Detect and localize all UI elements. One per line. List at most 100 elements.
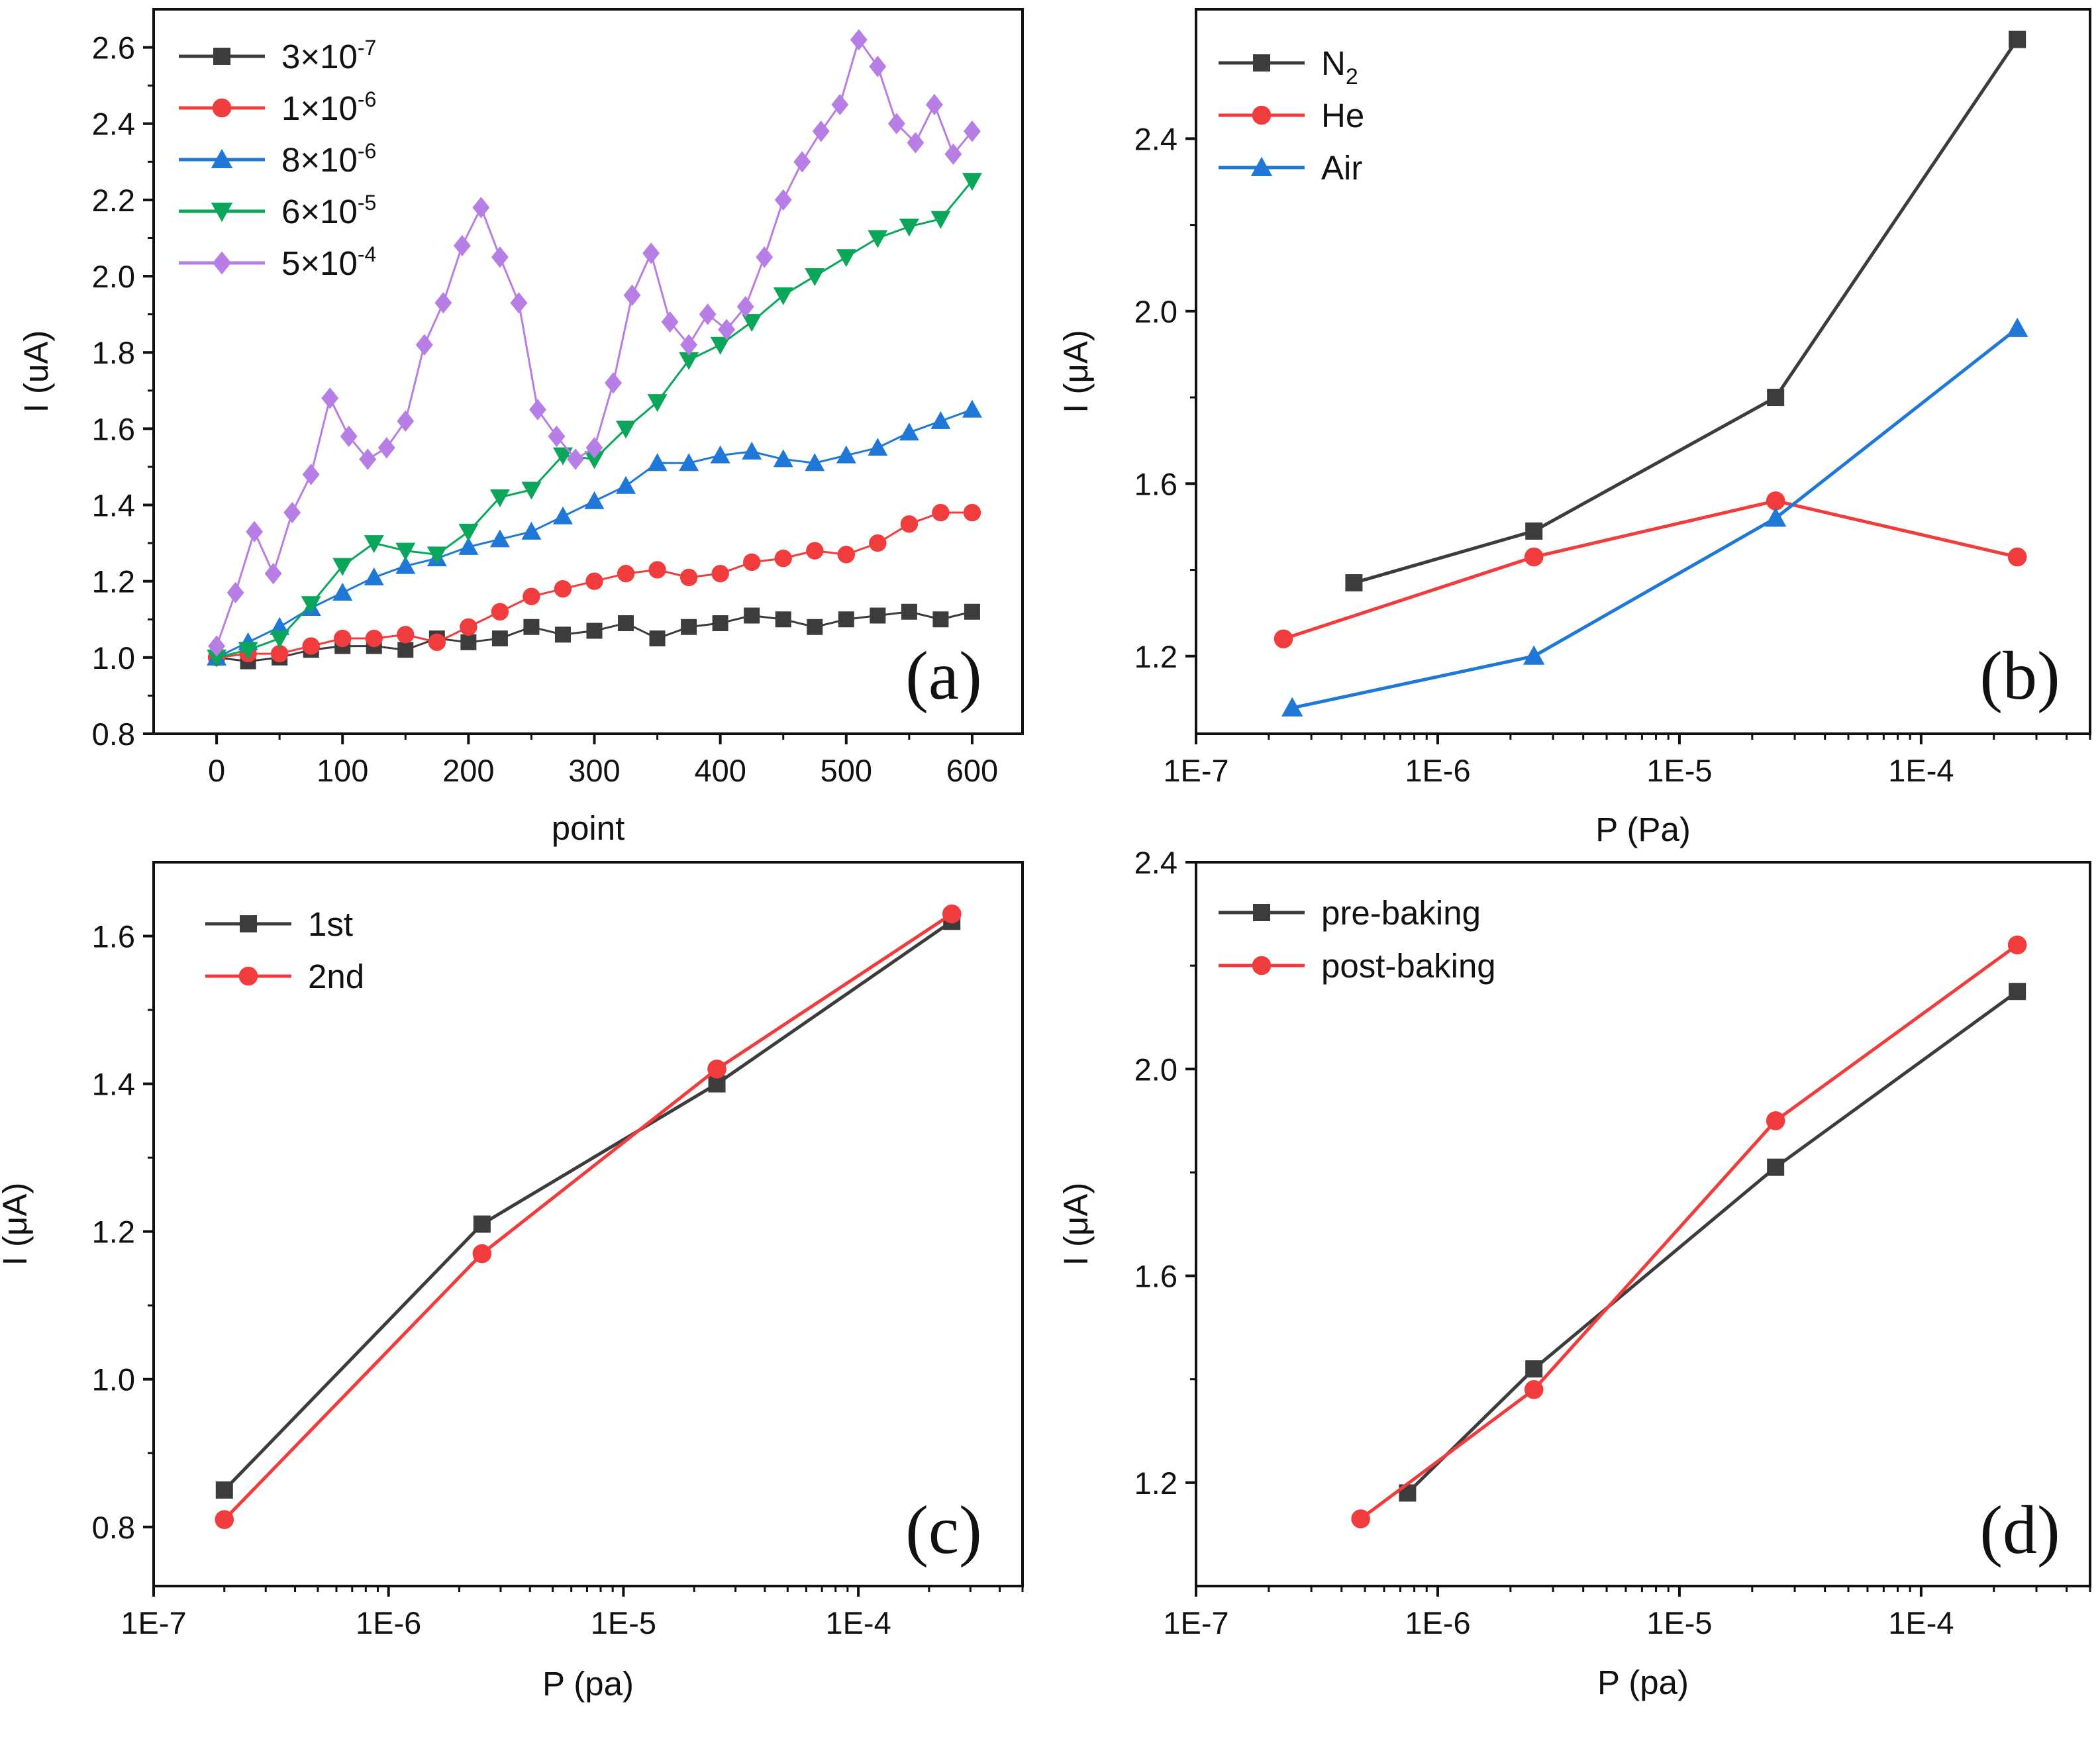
y-tick-label: 2.4 <box>92 107 135 142</box>
legend-marker <box>1250 156 1273 176</box>
legend-marker <box>1253 54 1270 72</box>
y-tick-label: 1.2 <box>92 564 135 599</box>
x-tick-label: 300 <box>568 753 620 788</box>
chart-c: 1E-7 1E-6 1E-5 1E-4 0.8 1.0 1.2 1.4 1.6 P (pa) I (… <box>0 861 1024 1703</box>
legend-entry: 6×10-5 <box>179 191 376 230</box>
data-point <box>1523 645 1545 665</box>
data-point <box>870 607 886 624</box>
data-point <box>680 334 698 356</box>
data-point <box>617 564 635 583</box>
legend-entry: 3×10-7 <box>179 36 376 75</box>
data-point <box>521 521 542 540</box>
data-point <box>773 287 793 305</box>
data-point <box>868 438 888 456</box>
series-5-10-4 <box>208 28 981 657</box>
data-point <box>774 549 792 568</box>
legend-marker <box>212 98 232 118</box>
data-point <box>489 489 510 508</box>
legend-entry: 5×10-4 <box>179 242 376 282</box>
chart-d: 1E-7 1E-6 1E-5 1E-4 1.2 1.6 2.0 2.4 P (pa) I (μA)… <box>1057 845 2091 1701</box>
legend-label: N2 <box>1321 44 1358 89</box>
y-tick-label: 1.4 <box>92 488 135 523</box>
data-point <box>869 56 887 77</box>
data-point <box>528 399 546 421</box>
plot-frame-a <box>152 8 1024 735</box>
x-tick-label: 1E-5 <box>1646 753 1712 788</box>
data-point <box>458 536 479 555</box>
data-point <box>238 642 258 660</box>
data-point <box>567 448 584 470</box>
y-tick-label: 2.6 <box>92 30 135 66</box>
data-point <box>460 618 477 636</box>
data-point <box>552 506 573 524</box>
y-axis-title: I (μA) <box>0 1183 34 1266</box>
series-3-10-7 <box>209 603 980 670</box>
data-point <box>584 451 605 470</box>
data-point <box>246 521 264 543</box>
legend-label: He <box>1321 97 1364 134</box>
data-point <box>491 603 509 621</box>
data-point <box>453 234 471 257</box>
data-point <box>836 445 856 464</box>
y-tick-label: 1.8 <box>92 335 135 370</box>
x-tick-label: 1E-6 <box>356 1605 421 1640</box>
data-point <box>850 28 868 51</box>
data-point <box>647 394 668 413</box>
legend-label: pre-baking <box>1321 894 1481 932</box>
y-tick-label: 2.2 <box>92 183 135 218</box>
data-point <box>944 143 962 165</box>
data-point <box>869 534 887 552</box>
data-point <box>426 546 447 565</box>
data-layer <box>207 28 982 670</box>
legend-label: 1×10-6 <box>281 87 376 127</box>
data-point <box>301 596 321 615</box>
series-line <box>1360 943 2019 1520</box>
legend-entry: 1st <box>205 905 353 943</box>
data-point <box>868 230 888 248</box>
data-point <box>1767 389 1785 407</box>
data-point <box>1524 547 1544 567</box>
data-point <box>756 246 774 268</box>
series-pre-baking <box>1399 983 2026 1502</box>
series-1-10-6 <box>207 503 981 667</box>
x-tick-label: 1E-4 <box>1888 753 1954 788</box>
data-point <box>523 619 540 635</box>
data-layer <box>215 904 962 1529</box>
legend-label: 5×10-4 <box>281 242 376 282</box>
y-tick-label: 1.4 <box>92 1067 135 1102</box>
data-point <box>1345 574 1363 592</box>
data-point <box>332 558 353 576</box>
data-point <box>472 197 490 219</box>
legend-marker <box>1253 904 1270 921</box>
series-he <box>1274 491 2027 649</box>
data-point <box>964 603 980 620</box>
panel-tag: (a) <box>905 638 981 714</box>
data-point <box>2007 935 2027 955</box>
data-point <box>270 644 289 663</box>
data-point <box>302 464 320 485</box>
data-point <box>930 211 951 229</box>
x-tick-label: 1E-7 <box>1163 1605 1228 1640</box>
data-point <box>2009 30 2026 48</box>
data-point <box>395 542 416 561</box>
data-point <box>932 503 950 522</box>
data-point <box>1524 1380 1544 1399</box>
y-tick-label: 1.6 <box>92 919 135 954</box>
data-point <box>1351 1509 1370 1528</box>
data-point <box>510 292 528 314</box>
data-point <box>807 619 823 635</box>
data-point <box>207 649 227 668</box>
series-line <box>223 912 953 1521</box>
legend-label: 8×10-6 <box>281 139 376 179</box>
data-point <box>1525 1360 1543 1378</box>
data-point <box>899 423 919 441</box>
data-point <box>661 311 679 333</box>
y-tick-label: 2.4 <box>1134 845 1177 880</box>
data-point <box>397 626 415 644</box>
data-point <box>554 580 572 598</box>
series-post-baking <box>1351 935 2027 1528</box>
legend-marker <box>238 966 258 986</box>
data-point <box>215 1510 234 1529</box>
x-axis-title: point <box>552 809 625 847</box>
